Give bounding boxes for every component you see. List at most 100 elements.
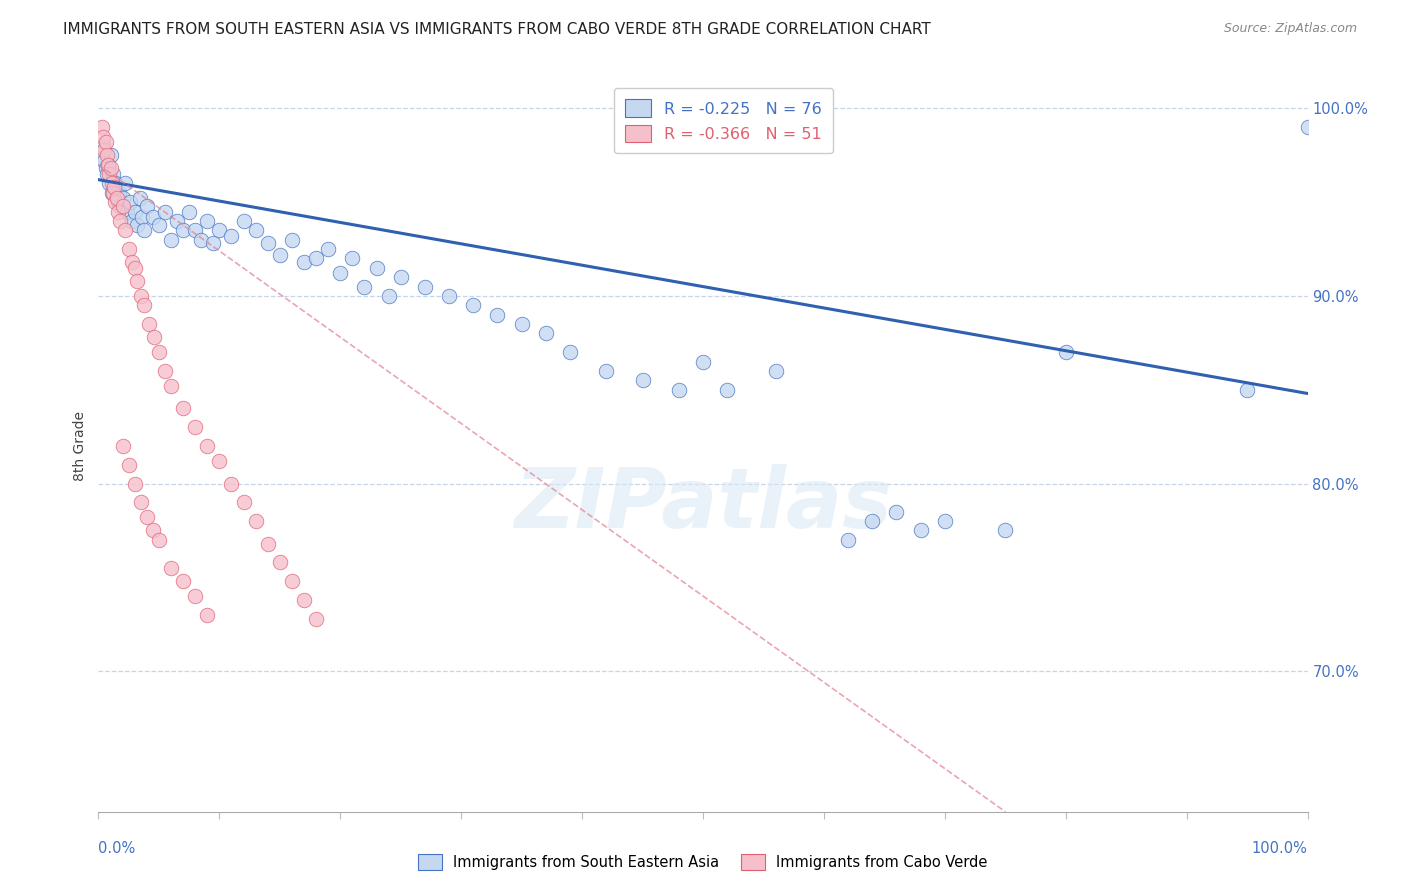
Point xyxy=(510,317,533,331)
Point xyxy=(117,204,139,219)
Point xyxy=(104,177,127,191)
Point xyxy=(292,592,315,607)
Point xyxy=(91,129,114,144)
Point xyxy=(148,533,170,547)
Point xyxy=(437,289,460,303)
Legend: Immigrants from South Eastern Asia, Immigrants from Cabo Verde: Immigrants from South Eastern Asia, Immi… xyxy=(412,848,994,876)
Point xyxy=(631,373,654,387)
Point xyxy=(221,476,243,491)
Point xyxy=(118,458,141,472)
Point xyxy=(245,514,267,528)
Point xyxy=(153,364,176,378)
Point xyxy=(195,607,218,622)
Point xyxy=(353,279,375,293)
Point xyxy=(716,383,738,397)
Point xyxy=(105,191,128,205)
Point xyxy=(131,210,153,224)
Point xyxy=(256,236,278,251)
Point xyxy=(108,199,131,213)
Point xyxy=(124,204,146,219)
Point xyxy=(195,214,218,228)
Point xyxy=(329,267,352,281)
Point xyxy=(486,308,509,322)
Point xyxy=(94,161,117,176)
Point xyxy=(558,345,581,359)
Point xyxy=(93,153,115,168)
Point xyxy=(108,186,131,200)
Point xyxy=(172,401,194,416)
Point xyxy=(101,186,124,200)
Point xyxy=(160,561,183,575)
Point xyxy=(256,536,278,550)
Point xyxy=(94,135,117,149)
Point xyxy=(668,383,690,397)
Point xyxy=(202,236,225,251)
Point xyxy=(1296,120,1319,135)
Point xyxy=(160,233,183,247)
Legend: R = -0.225   N = 76, R = -0.366   N = 51: R = -0.225 N = 76, R = -0.366 N = 51 xyxy=(614,88,832,153)
Point xyxy=(184,420,207,434)
Point xyxy=(692,354,714,368)
Text: 0.0%: 0.0% xyxy=(98,841,135,856)
Point xyxy=(292,255,315,269)
Point xyxy=(93,143,115,157)
Point xyxy=(886,505,908,519)
Point xyxy=(121,214,143,228)
Point xyxy=(413,279,436,293)
Point xyxy=(104,195,127,210)
Point xyxy=(232,214,254,228)
Point xyxy=(107,204,129,219)
Point xyxy=(98,177,121,191)
Point xyxy=(172,574,194,588)
Point xyxy=(463,298,485,312)
Point xyxy=(837,533,859,547)
Point xyxy=(765,364,787,378)
Point xyxy=(172,223,194,237)
Text: 100.0%: 100.0% xyxy=(1251,841,1308,856)
Point xyxy=(135,199,157,213)
Point xyxy=(129,495,152,509)
Point xyxy=(111,191,134,205)
Point xyxy=(91,148,114,162)
Point xyxy=(148,218,170,232)
Point xyxy=(142,210,165,224)
Point xyxy=(221,229,243,244)
Point xyxy=(111,439,134,453)
Point xyxy=(128,191,150,205)
Point xyxy=(245,223,267,237)
Point xyxy=(98,167,121,181)
Point xyxy=(534,326,557,341)
Text: IMMIGRANTS FROM SOUTH EASTERN ASIA VS IMMIGRANTS FROM CABO VERDE 8TH GRADE CORRE: IMMIGRANTS FROM SOUTH EASTERN ASIA VS IM… xyxy=(63,22,931,37)
Point xyxy=(114,177,136,191)
Text: Source: ZipAtlas.com: Source: ZipAtlas.com xyxy=(1223,22,1357,36)
Point xyxy=(910,524,932,538)
Point xyxy=(153,204,176,219)
Point xyxy=(377,289,399,303)
Point xyxy=(138,317,160,331)
Point xyxy=(160,379,183,393)
Point xyxy=(101,167,124,181)
Point xyxy=(184,589,207,603)
Point xyxy=(166,214,188,228)
Point xyxy=(1054,345,1077,359)
Point xyxy=(208,454,231,468)
Point xyxy=(860,514,883,528)
Point xyxy=(107,195,129,210)
Point xyxy=(281,233,304,247)
Point xyxy=(118,195,141,210)
Text: ZIPatlas: ZIPatlas xyxy=(515,464,891,545)
Point xyxy=(269,555,291,569)
Point xyxy=(934,514,956,528)
Point xyxy=(142,524,165,538)
Point xyxy=(148,345,170,359)
Y-axis label: 8th Grade: 8th Grade xyxy=(73,411,87,481)
Point xyxy=(179,204,201,219)
Point xyxy=(208,223,231,237)
Point xyxy=(124,260,146,275)
Point xyxy=(134,223,156,237)
Point xyxy=(595,364,617,378)
Point xyxy=(100,177,122,191)
Point xyxy=(91,139,114,153)
Point xyxy=(305,611,328,625)
Point xyxy=(316,242,339,256)
